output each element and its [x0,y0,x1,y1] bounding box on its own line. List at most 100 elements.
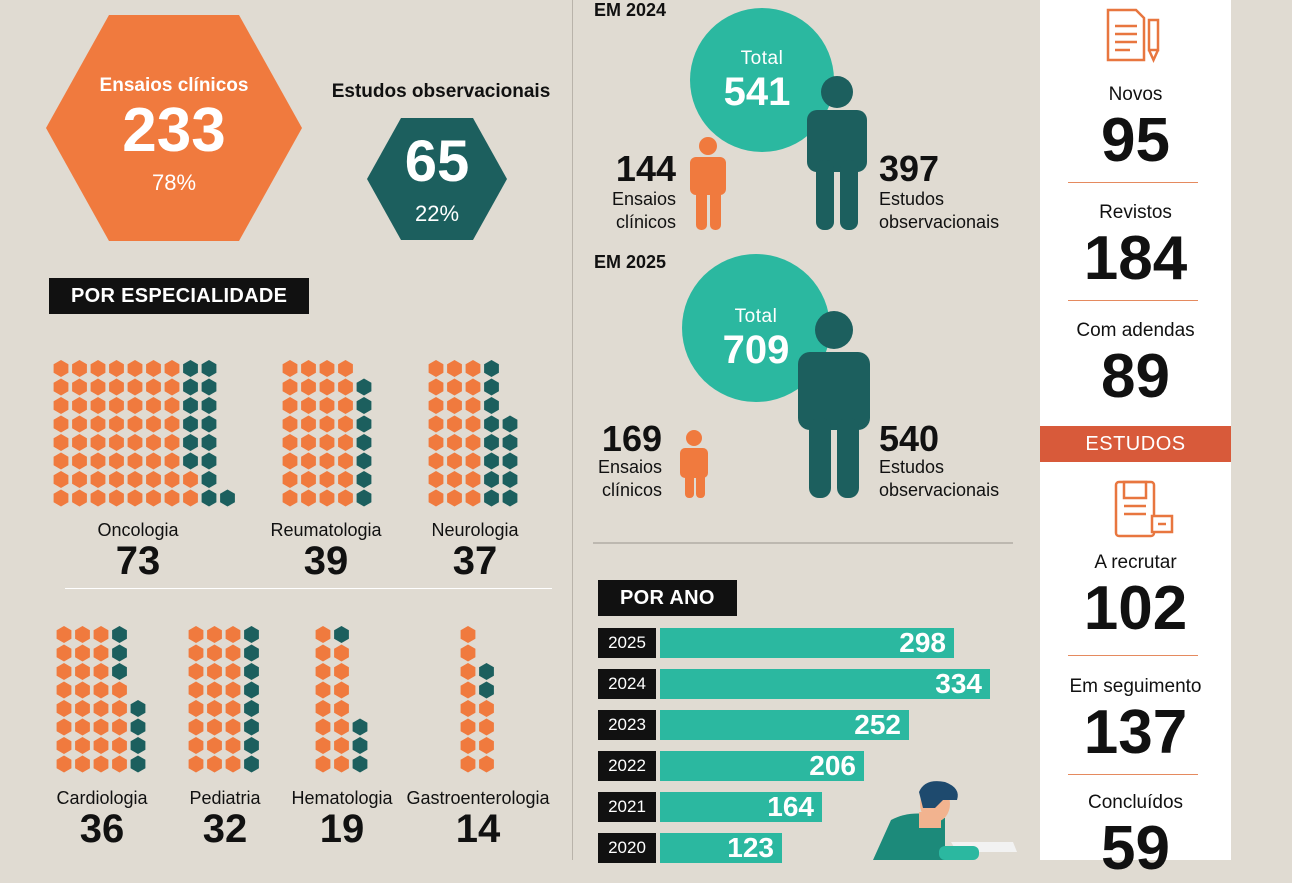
clinical-value: 233 [122,96,226,165]
specialty-dot-clinical [56,644,72,662]
specialty-dot-clinical [75,755,90,773]
specialty-dot-clinical [109,434,124,451]
specialty-dot-clinical [428,415,444,433]
specialty-dot-clinical [447,378,462,396]
specialty-dot-clinical [188,718,204,736]
obs-label-2024: Estudos observacionais [879,189,1000,232]
specialty-dot-observational [201,397,217,414]
specialty-dot-clinical [90,434,106,451]
bar-year-label: 2021 [598,792,656,822]
specialty-dot-clinical [460,644,476,662]
clinical-label-2024: Ensaios clínicos [611,189,676,232]
specialty-dot-clinical [282,378,298,396]
specialty-dot-observational [201,415,217,433]
protocol-divider [1068,182,1198,183]
specialty-value-pediatria: 32 [202,807,248,851]
specialty-dot-clinical [56,755,72,773]
specialty-dot-observational [244,755,259,773]
specialty-dot-clinical [72,415,87,433]
bar-value: 123 [660,833,782,863]
specialty-dot-clinical [72,378,87,396]
clinical-pct: 78% [151,170,197,195]
obs-label-2025: Estudos observacionais [879,457,1000,500]
specialty-dot-clinical [90,452,106,470]
specialty-dot-clinical [319,415,335,433]
specialty-dot-clinical [225,718,241,736]
specialty-dot-clinical [282,434,298,451]
specialty-dot-observational [244,737,259,754]
specialty-name-gastroenterologia: Gastroenterologia [406,788,550,808]
specialty-dot-observational [484,415,499,433]
specialty-dot-clinical [428,452,444,470]
specialty-dot-clinical [188,663,204,680]
specialty-dot-clinical [447,397,462,414]
specialty-dot-clinical [460,681,476,699]
specialty-dot-clinical [109,415,124,433]
specialty-divider [65,588,552,589]
specialty-dot-observational [484,360,499,377]
specialty-dot-clinical [225,663,241,680]
bar-year-label: 2025 [598,628,656,658]
specialty-dot-clinical [164,489,180,507]
specialty-dot-clinical [447,434,462,451]
bar-year-label: 2020 [598,833,656,863]
specialty-dot-observational [130,755,146,773]
specialty-dot-clinical [338,397,353,414]
observational-hexagon [367,118,507,240]
specialty-title: POR ESPECIALIDADE [49,278,310,314]
specialty-dot-clinical [164,452,180,470]
specialty-dot-clinical [207,663,222,680]
specialty-dot-clinical [72,471,87,488]
specialty-dot-clinical [225,755,241,773]
specialty-dot-clinical [90,360,106,377]
specialty-dot-observational [356,415,372,433]
specialty-dot-clinical [301,452,316,470]
specialty-dot-observational [352,755,368,773]
specialty-dot-clinical [479,718,494,736]
specialty-dot-clinical [146,452,161,470]
specialty-name-pediatria: Pediatria [189,788,261,808]
specialty-dot-observational [244,700,259,717]
specialty-dot-clinical [188,755,204,773]
study-value-recrutar: 102 [1083,574,1188,643]
specialty-dot-observational [183,360,198,377]
specialty-dot-observational [201,489,217,507]
specialty-dot-clinical [53,378,69,396]
specialty-dot-clinical [225,700,241,717]
specialty-dot-clinical [334,644,349,662]
specialty-dot-clinical [188,644,204,662]
specialty-dot-clinical [319,434,335,451]
specialty-dot-clinical [207,755,222,773]
specialty-dot-clinical [319,471,335,488]
specialty-dot-observational [356,489,372,507]
total-label-2024: Total [740,48,784,69]
specialty-dot-clinical [301,397,316,414]
specialty-dot-clinical [301,378,316,396]
vertical-divider [572,0,573,860]
specialty-name-hematologia: Hematologia [291,788,393,808]
specialty-name-cardiologia: Cardiologia [56,788,148,808]
specialty-dot-clinical [334,737,349,754]
specialty-dot-clinical [53,415,69,433]
specialty-value-cardiologia: 36 [79,807,125,851]
specialty-dot-observational [220,489,235,507]
specialty-dot-observational [484,434,499,451]
specialty-dot-grids [53,360,518,773]
study-label-recrutar: A recrutar [1094,552,1177,573]
specialty-dot-clinical [225,737,241,754]
specialty-value-oncologia: 73 [115,539,161,583]
specialty-dot-clinical [465,415,481,433]
bar-year-label: 2024 [598,669,656,699]
specialty-dot-clinical [207,700,222,717]
specialty-dot-clinical [93,718,109,736]
specialty-dot-clinical [460,718,476,736]
observational-label: Estudos observacionais [331,81,551,102]
specialty-dot-clinical [319,397,335,414]
specialty-dot-clinical [146,434,161,451]
specialty-dot-clinical [164,360,180,377]
specialty-dot-clinical [109,489,124,507]
specialty-dot-clinical [146,471,161,488]
specialty-dot-clinical [447,489,462,507]
specialty-dot-clinical [72,434,87,451]
specialty-dot-observational [201,434,217,451]
